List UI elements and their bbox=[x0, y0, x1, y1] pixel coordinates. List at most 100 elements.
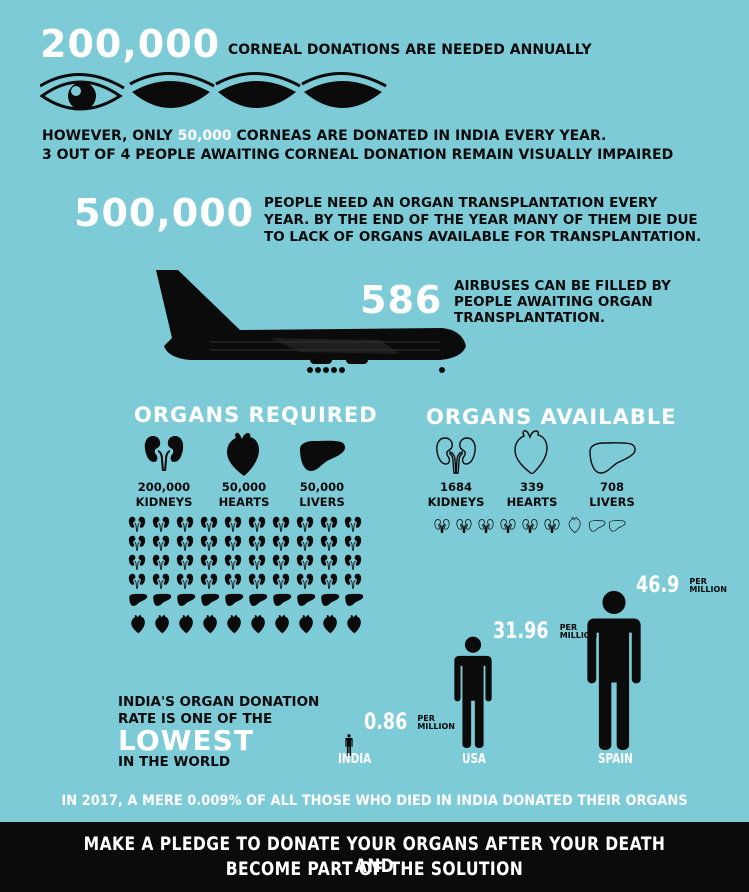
liver-icon bbox=[587, 434, 637, 474]
spain-person-icon bbox=[587, 590, 641, 750]
required-organs-grid bbox=[128, 516, 364, 634]
available-organs-row bbox=[434, 517, 626, 534]
airbus-number: 586 bbox=[360, 278, 443, 322]
liver-icon bbox=[588, 520, 606, 532]
liver-icon bbox=[129, 593, 148, 606]
heart-icon bbox=[227, 614, 241, 634]
liver-icon bbox=[273, 593, 292, 606]
spain-rate: 46.9 PER MILLION bbox=[636, 573, 727, 598]
kidneys-icon bbox=[456, 519, 472, 533]
kidneys-icon bbox=[152, 573, 170, 589]
stat-2017: IN 2017, A MERE 0.009% OF ALL THOSE WHO … bbox=[61, 793, 688, 809]
kidneys-icon bbox=[272, 554, 290, 570]
liver-icon bbox=[249, 593, 268, 606]
kidneys-icon bbox=[320, 516, 338, 532]
kidneys-icon bbox=[272, 516, 290, 532]
kidneys-icon bbox=[296, 535, 314, 551]
transplant-text: PEOPLE NEED AN ORGAN TRANSPLANTATION EVE… bbox=[264, 195, 702, 245]
cornea-donated-text: HOWEVER, ONLY 50,000 CORNEAS ARE DONATED… bbox=[42, 128, 607, 144]
cornea-donated-number: 50,000 bbox=[177, 128, 232, 144]
usa-label: USA bbox=[462, 752, 486, 767]
heart-icon bbox=[203, 614, 217, 634]
kidneys-icon bbox=[272, 573, 290, 589]
airbus-text: AIRBUSES CAN BE FILLED BY PEOPLE AWAITIN… bbox=[454, 278, 671, 326]
kidneys-icon bbox=[296, 554, 314, 570]
liver-icon bbox=[608, 520, 626, 532]
kidneys-icon bbox=[500, 519, 516, 533]
liver-icon bbox=[321, 593, 340, 606]
kidneys-icon bbox=[128, 535, 146, 551]
organs-available-title: ORGANS AVAILABLE bbox=[426, 405, 677, 429]
closed-eye-icon bbox=[215, 72, 301, 108]
pledge-line-1: MAKE A PLEDGE TO DONATE YOUR ORGANS AFTE… bbox=[83, 833, 666, 877]
kidneys-icon bbox=[296, 573, 314, 589]
kidneys-icon bbox=[344, 535, 362, 551]
liver-icon bbox=[297, 432, 347, 472]
heart-icon bbox=[251, 614, 265, 634]
india-rate: 0.86 PER MILLION bbox=[364, 710, 455, 735]
kidneys-icon bbox=[200, 535, 218, 551]
heart-icon bbox=[299, 614, 313, 634]
rate-text-end: IN THE WORLD bbox=[118, 754, 231, 770]
kidneys-icon bbox=[152, 535, 170, 551]
closed-eye-icon bbox=[129, 72, 215, 108]
kidneys-icon bbox=[224, 554, 242, 570]
organs-required-title: ORGANS REQUIRED bbox=[134, 403, 378, 427]
kidneys-icon bbox=[248, 516, 266, 532]
heart-icon bbox=[224, 432, 264, 476]
kidneys-icon bbox=[248, 535, 266, 551]
kidneys-icon bbox=[344, 554, 362, 570]
spain-label: SPAIN bbox=[598, 752, 633, 767]
cornea-impaired-text: 3 OUT OF 4 PEOPLE AWAITING CORNEAL DONAT… bbox=[42, 147, 674, 163]
heart-icon bbox=[131, 614, 145, 634]
kidneys-icon bbox=[200, 573, 218, 589]
cornea-caption: CORNEAL DONATIONS ARE NEEDED ANNUALLY bbox=[228, 42, 592, 58]
heart-icon bbox=[275, 614, 289, 634]
kidneys-icon bbox=[128, 516, 146, 532]
kidneys-icon bbox=[128, 573, 146, 589]
kidneys-icon bbox=[152, 516, 170, 532]
kidneys-icon bbox=[320, 554, 338, 570]
available-livers: 708 LIVERS bbox=[574, 434, 650, 510]
required-hearts: 50,000 HEARTS bbox=[206, 432, 282, 510]
kidneys-icon bbox=[344, 573, 362, 589]
usa-person-icon bbox=[454, 636, 492, 748]
kidneys-icon bbox=[320, 573, 338, 589]
heart-icon bbox=[155, 614, 169, 634]
kidneys-icon bbox=[434, 519, 450, 533]
kidneys-icon bbox=[320, 535, 338, 551]
kidneys-icon bbox=[144, 432, 184, 472]
liver-icon bbox=[177, 593, 196, 606]
kidneys-icon bbox=[248, 573, 266, 589]
kidneys-icon bbox=[296, 516, 314, 532]
kidneys-icon bbox=[224, 535, 242, 551]
heart-icon bbox=[179, 614, 193, 634]
kidneys-icon bbox=[176, 535, 194, 551]
eye-icons bbox=[40, 72, 390, 118]
footer-banner: MAKE A PLEDGE TO DONATE YOUR ORGANS AFTE… bbox=[0, 822, 749, 892]
cornea-number: 200,000 bbox=[40, 22, 221, 66]
required-livers: 50,000 LIVERS bbox=[284, 432, 360, 510]
kidneys-icon bbox=[176, 516, 194, 532]
pledge-line-2: BECOME PART OF THE SOLUTION bbox=[225, 858, 524, 880]
closed-eye-icon bbox=[301, 72, 387, 108]
open-eye-icon bbox=[40, 73, 125, 111]
available-kidneys: 1684 KIDNEYS bbox=[418, 434, 494, 510]
kidneys-icon bbox=[224, 516, 242, 532]
india-label: INDIA bbox=[338, 752, 372, 767]
kidneys-icon bbox=[436, 434, 476, 474]
kidneys-icon bbox=[478, 519, 494, 533]
liver-icon bbox=[345, 593, 364, 606]
kidneys-icon bbox=[224, 573, 242, 589]
available-hearts: 339 HEARTS bbox=[494, 430, 570, 510]
heart-icon bbox=[323, 614, 337, 634]
kidneys-icon bbox=[128, 554, 146, 570]
heart-icon bbox=[512, 430, 552, 474]
liver-icon bbox=[225, 593, 244, 606]
kidneys-icon bbox=[176, 554, 194, 570]
rate-text: INDIA'S ORGAN DONATION RATE IS ONE OF TH… bbox=[118, 694, 320, 727]
kidneys-icon bbox=[200, 554, 218, 570]
kidneys-icon bbox=[344, 516, 362, 532]
heart-icon bbox=[568, 517, 581, 534]
